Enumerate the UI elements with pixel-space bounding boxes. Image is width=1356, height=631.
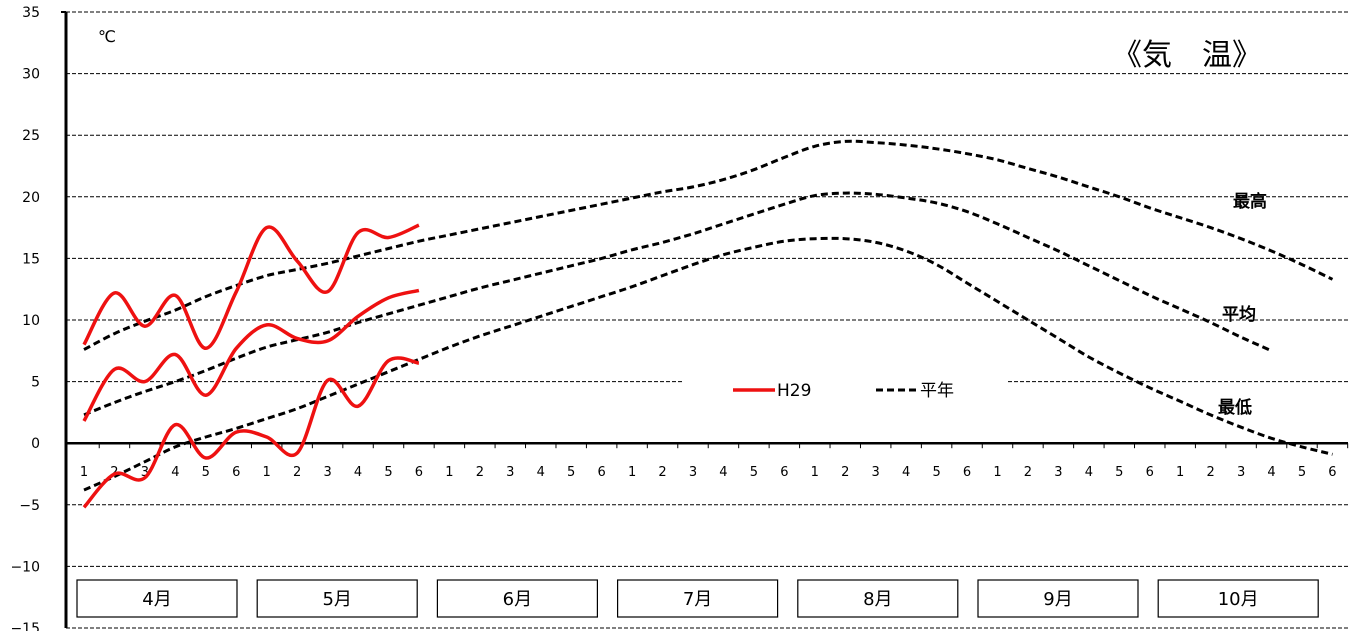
y-tick-label: −5 — [19, 498, 40, 514]
x-tick-label: 5 — [750, 465, 758, 480]
x-tick-label: 3 — [506, 465, 514, 480]
x-tick-label: 5 — [202, 465, 210, 480]
x-tick-label: 4 — [354, 465, 362, 480]
series-label-min: 最低 — [1218, 397, 1252, 418]
x-tick-label: 6 — [1146, 465, 1154, 480]
y-tick-label: 15 — [22, 251, 40, 267]
legend-background — [682, 374, 1008, 404]
x-tick-label: 5 — [932, 465, 940, 480]
x-tick-label: 6 — [780, 465, 788, 480]
y-tick-label: −15 — [10, 621, 40, 631]
series-line-normal-max — [83, 139, 1334, 351]
month-box — [76, 579, 238, 618]
x-tick-label: 4 — [902, 465, 910, 480]
y-tick-label: 35 — [22, 5, 40, 21]
x-tick-label: 4 — [1085, 465, 1093, 480]
y-tick-label: 30 — [22, 67, 40, 83]
x-tick-label: 1 — [445, 465, 453, 480]
series-label-avg: 平均 — [1222, 304, 1256, 325]
month-label: 4月 — [142, 589, 171, 610]
x-tick-label: 1 — [1176, 465, 1184, 480]
month-label: 6月 — [503, 589, 532, 610]
month-labels: 4月 5月 6月 7月 8月 9月 10月 — [76, 579, 1319, 618]
legend: H29 平年 — [682, 374, 1008, 404]
x-tick-label: 1 — [628, 465, 636, 480]
series-line-normal-avg — [83, 191, 1273, 417]
x-tick-label: 2 — [1024, 465, 1032, 480]
x-tick-label: 3 — [141, 465, 149, 480]
gridlines — [66, 11, 1348, 629]
month-box — [436, 579, 598, 618]
x-tick-label: 2 — [293, 465, 301, 480]
x-tick-label: 2 — [1207, 465, 1215, 480]
x-tick-label: 3 — [323, 465, 331, 480]
series-line-normal-min — [83, 236, 1333, 492]
x-tick-label: 2 — [476, 465, 484, 480]
y-tick-label: 5 — [31, 375, 40, 391]
x-tick-label: 1 — [811, 465, 819, 480]
x-tick-label: 4 — [171, 465, 179, 480]
x-tick-label: 6 — [598, 465, 606, 480]
x-tick-label: 1 — [263, 465, 271, 480]
x-tick-label: 2 — [841, 465, 849, 480]
legend-current-label: H29 — [777, 381, 811, 401]
y-tick-label: 10 — [22, 313, 40, 329]
x-tick-label: 5 — [567, 465, 575, 480]
y-tick-label: −10 — [10, 559, 40, 575]
x-tick-label: 5 — [1115, 465, 1123, 480]
series-label-max: 最高 — [1233, 191, 1267, 212]
x-tick-label: 6 — [963, 465, 971, 480]
month-label: 8月 — [863, 589, 892, 610]
x-tick-label: 6 — [415, 465, 423, 480]
x-tick-label: 3 — [872, 465, 880, 480]
month-box — [797, 579, 959, 618]
x-tick-label: 3 — [1237, 465, 1245, 480]
x-tick-label: 6 — [1328, 465, 1336, 480]
x-tick-label: 3 — [689, 465, 697, 480]
month-box — [616, 579, 779, 618]
x-tick-label: 5 — [384, 465, 392, 480]
x-tick-label: 2 — [658, 465, 666, 480]
y-axis: 35 30 25 20 15 10 5 0 −5 −10 −15 — [10, 5, 68, 631]
x-tick-label: 1 — [993, 465, 1001, 480]
x-tick-label: 3 — [1054, 465, 1062, 480]
series-line-current-avg — [82, 288, 420, 422]
month-box — [256, 579, 418, 618]
legend-normal-label: 平年 — [920, 381, 954, 401]
month-label: 9月 — [1043, 589, 1072, 610]
series-line-current-max — [82, 223, 420, 351]
month-box — [1157, 579, 1319, 618]
series-lines — [82, 139, 1334, 509]
series-line-current-min — [82, 356, 420, 509]
month-label: 10月 — [1218, 589, 1259, 610]
x-tick-label: 5 — [1298, 465, 1306, 480]
month-label: 7月 — [683, 589, 712, 610]
unit-label: ℃ — [98, 27, 116, 46]
x-tick-label: 4 — [1267, 465, 1275, 480]
month-box — [977, 579, 1139, 618]
y-tick-label: 25 — [22, 128, 40, 144]
y-tick-label: 20 — [22, 190, 40, 206]
chart-title: 《気 温》 — [1112, 38, 1262, 73]
x-tick-label: 1 — [80, 465, 88, 480]
x-tick-label: 6 — [232, 465, 240, 480]
x-tick-label: 4 — [719, 465, 727, 480]
x-tick-label: 4 — [537, 465, 545, 480]
y-tick-label: 0 — [31, 436, 40, 452]
month-label: 5月 — [322, 589, 351, 610]
